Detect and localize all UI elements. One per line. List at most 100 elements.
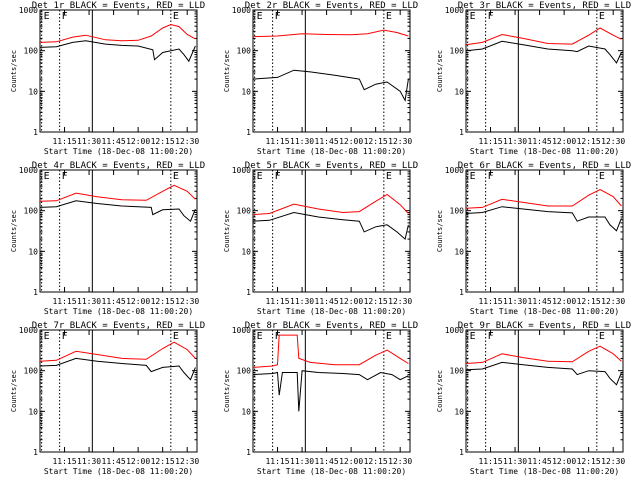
y-axis-label: Counts/sec — [10, 370, 18, 412]
y-tick-label: 1 — [459, 448, 464, 457]
x-tick-label: 12:15 — [151, 297, 175, 306]
events-series-line — [465, 206, 622, 232]
events-series-line — [465, 361, 622, 386]
time-marker-label: F — [62, 11, 68, 22]
x-tick-label: 11:45 — [102, 137, 126, 146]
plot-frame — [252, 9, 411, 133]
x-tick-label: 11:45 — [315, 137, 339, 146]
y-tick-label: 10 — [28, 247, 38, 256]
time-marker-label: F — [62, 331, 68, 342]
plot-frame — [465, 9, 624, 133]
time-marker-label: E — [386, 331, 392, 342]
y-tick-label: 1 — [33, 128, 38, 137]
plot-frame — [465, 329, 624, 453]
y-tick-label: 10 — [241, 247, 251, 256]
x-tick-label: 11:15 — [478, 457, 502, 466]
y-tick-label: 100 — [450, 207, 465, 216]
time-marker-label: E — [257, 11, 263, 22]
time-marker-label: E — [257, 331, 263, 342]
x-tick-label: 11:30 — [77, 137, 101, 146]
detector-panel: Det 7r BLACK = Events, RED = LLD 1 10 100 10… — [10, 321, 205, 476]
x-tick-label: 11:45 — [528, 457, 552, 466]
x-tick-label: 12:15 — [364, 297, 388, 306]
y-axis-label: Counts/sec — [436, 50, 444, 92]
x-tick-label: 11:30 — [290, 297, 314, 306]
x-tick-label: 12:30 — [601, 137, 625, 146]
x-tick-label: 12:00 — [126, 457, 150, 466]
x-tick-label: 11:15 — [52, 137, 76, 146]
y-tick-label: 1000 — [19, 166, 38, 175]
y-tick-label: 1 — [246, 448, 251, 457]
events-series-line — [252, 370, 409, 412]
x-tick-label: 12:00 — [552, 457, 576, 466]
plot-frame — [39, 9, 198, 133]
detector-panel: Det 3r BLACK = Events, RED = LLD 1 10 100 10… — [436, 1, 631, 156]
time-marker-label: E — [470, 171, 476, 182]
time-marker-label: E — [386, 171, 392, 182]
y-tick-label: 100 — [450, 47, 465, 56]
x-axis-label: Start Time (18-Dec-08 11:00:20) — [470, 147, 619, 156]
x-tick-label: 11:45 — [102, 457, 126, 466]
y-axis-label: Counts/sec — [436, 370, 444, 412]
y-axis-label: Counts/sec — [10, 210, 18, 252]
time-marker-label: F — [488, 11, 494, 22]
panel-title: Det 6r BLACK = Events, RED = LLD — [458, 161, 631, 171]
time-marker-label: F — [275, 331, 281, 342]
y-tick-label: 1 — [33, 288, 38, 297]
detector-panel: Det 2r BLACK = Events, RED = LLD 1 10 100 10… — [223, 1, 418, 156]
panel-title: Det 7r BLACK = Events, RED = LLD — [32, 321, 205, 331]
events-series-line — [39, 40, 196, 63]
y-tick-label: 1000 — [232, 166, 251, 175]
y-axis-label: Counts/sec — [436, 210, 444, 252]
x-axis-label: Start Time (18-Dec-08 11:00:20) — [257, 147, 406, 156]
panel-title: Det 9r BLACK = Events, RED = LLD — [458, 321, 631, 331]
x-axis-label: Start Time (18-Dec-08 11:00:20) — [257, 307, 406, 316]
x-tick-label: 12:00 — [339, 137, 363, 146]
x-tick-label: 12:00 — [552, 297, 576, 306]
y-axis-label: Counts/sec — [10, 50, 18, 92]
x-tick-label: 11:30 — [503, 457, 527, 466]
detector-panel: Det 1r BLACK = Events, RED = LLD 1 10 100 10… — [10, 1, 205, 156]
y-tick-label: 1000 — [445, 166, 464, 175]
x-tick-label: 12:15 — [577, 457, 601, 466]
time-marker-label: F — [275, 171, 281, 182]
time-marker-label: E — [173, 331, 179, 342]
x-tick-label: 12:15 — [151, 457, 175, 466]
time-marker-label: F — [488, 171, 494, 182]
time-marker-label: E — [173, 11, 179, 22]
x-tick-label: 12:00 — [126, 297, 150, 306]
panel-title: Det 5r BLACK = Events, RED = LLD — [245, 161, 418, 171]
y-tick-label: 100 — [237, 367, 252, 376]
x-tick-label: 11:30 — [503, 137, 527, 146]
x-tick-label: 11:45 — [315, 297, 339, 306]
y-tick-label: 10 — [454, 87, 464, 96]
x-axis-label: Start Time (18-Dec-08 11:00:20) — [44, 147, 193, 156]
x-tick-label: 11:15 — [265, 297, 289, 306]
lld-series-line — [39, 341, 196, 362]
x-tick-label: 12:15 — [364, 457, 388, 466]
plot-frame — [252, 329, 411, 453]
time-marker-label: F — [275, 11, 281, 22]
lld-series-line — [39, 184, 196, 202]
y-tick-label: 10 — [241, 87, 251, 96]
x-tick-label: 11:45 — [102, 297, 126, 306]
detector-panel: Det 5r BLACK = Events, RED = LLD 1 10 100 10… — [223, 161, 418, 316]
y-tick-label: 1000 — [19, 6, 38, 15]
time-marker-label: E — [599, 11, 605, 22]
x-axis-label: Start Time (18-Dec-08 11:00:20) — [470, 307, 619, 316]
detector-panel: Det 9r BLACK = Events, RED = LLD 1 10 100 10… — [436, 321, 631, 476]
time-marker-label: E — [470, 11, 476, 22]
x-tick-label: 11:30 — [77, 297, 101, 306]
y-axis-label: Counts/sec — [223, 50, 231, 92]
time-marker-label: E — [44, 171, 50, 182]
events-series-line — [465, 40, 622, 64]
x-tick-label: 11:30 — [290, 137, 314, 146]
x-tick-label: 12:30 — [388, 137, 412, 146]
y-tick-label: 1 — [246, 288, 251, 297]
y-tick-label: 10 — [454, 247, 464, 256]
plot-frame — [252, 169, 411, 293]
plot-frame — [465, 169, 624, 293]
panel-title: Det 3r BLACK = Events, RED = LLD — [458, 1, 631, 11]
x-tick-label: 12:15 — [364, 137, 388, 146]
